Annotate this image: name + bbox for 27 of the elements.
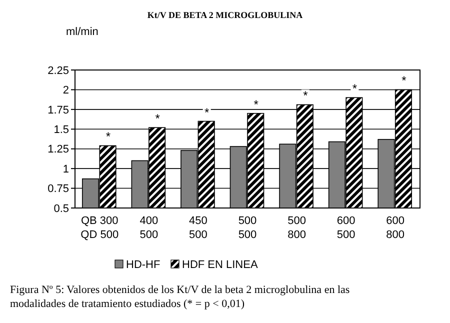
x-tick-label: 600 800 <box>386 215 405 241</box>
legend-label: HDF EN LINEA <box>182 259 258 271</box>
annotation: * <box>155 112 160 126</box>
text: Figura Nº 5: Valores obtenidos de los Kt/V de la beta 2 microglobulina en las modalidades de tratamiento estudiados (* = p < 0,01) <box>10 284 350 310</box>
y-tick-label: 1.25 <box>48 144 69 156</box>
chart-title: Kt/V DE BETA 2 MICROGLOBULINA <box>147 10 304 20</box>
annotation: * <box>402 74 407 88</box>
y-tick-label: 0.75 <box>48 183 69 196</box>
y-tick-label: 0.5 <box>54 202 69 215</box>
x-tick-label: 600 500 <box>336 215 356 241</box>
annotation: * <box>204 105 210 120</box>
y-axis-title: ml/min <box>66 26 98 38</box>
x-tick-label: 450 500 <box>189 215 208 241</box>
x-tick-label: 400 500 <box>140 215 158 241</box>
y-tick-label: 1.5 <box>54 124 69 136</box>
y-tick-label: 1 <box>62 163 69 176</box>
x-tick-label: QB 300 QD 500 <box>80 215 119 241</box>
annotation: * <box>352 82 358 96</box>
y-tick-label: 2.25 <box>48 64 69 77</box>
y-tick-label: 1.75 <box>48 104 69 116</box>
annotation: * <box>254 97 259 112</box>
annotation: * <box>303 88 308 103</box>
legend-label: HD-HF <box>126 259 160 271</box>
x-tick-label: 500 800 <box>288 215 306 241</box>
annotation: * <box>106 130 111 144</box>
x-tick-label: 500 500 <box>238 215 257 241</box>
y-tick-label: 2 <box>62 84 69 97</box>
